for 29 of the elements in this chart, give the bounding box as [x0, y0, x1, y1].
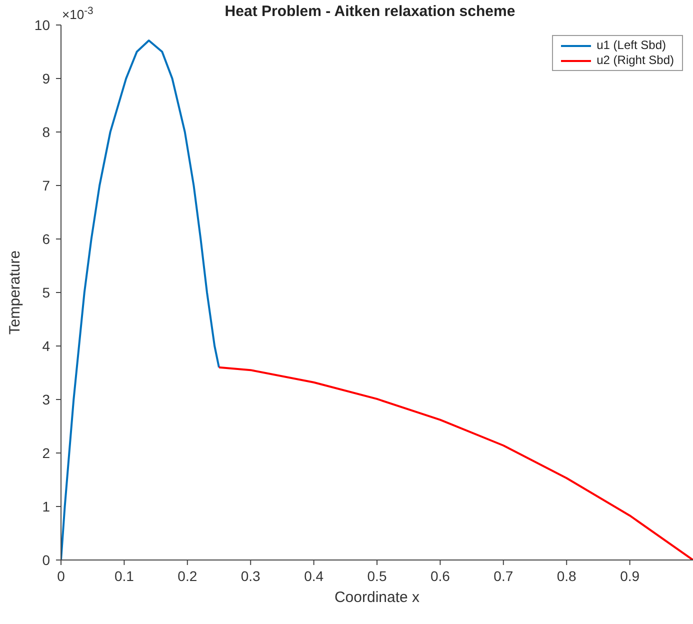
- chart-title: Heat Problem - Aitken relaxation scheme: [224, 3, 516, 20]
- y-tick-label: 2: [42, 445, 50, 461]
- legend-label: u2 (Right Sbd): [596, 53, 674, 68]
- y-tick-label: 7: [42, 178, 50, 194]
- x-tick-label: 0.8: [556, 568, 577, 584]
- x-tick-label: 0: [57, 568, 66, 584]
- x-tick-label: 0.4: [304, 568, 324, 584]
- y-axis-title: Temperature: [6, 250, 24, 335]
- legend-label: u1 (Left Sbd): [596, 38, 666, 53]
- x-tick-label: 0.9: [620, 568, 640, 584]
- x-tick-label: 0.7: [494, 568, 514, 584]
- y-tick-label: 6: [42, 231, 50, 247]
- y-tick-label: 5: [42, 284, 50, 300]
- x-tick-label: 0.1: [114, 568, 134, 584]
- x-tick-label: 0.2: [178, 568, 198, 584]
- x-axis-title: Coordinate x: [334, 589, 420, 606]
- text: ×10$^{-3}$: [62, 6, 94, 22]
- y-tick-label: 0: [42, 552, 50, 568]
- y-tick-label: 10: [34, 17, 50, 33]
- line-series: [61, 40, 220, 560]
- x-tick-label: 0.3: [240, 568, 261, 584]
- y-tick-label: 8: [42, 124, 50, 140]
- y-tick-label: 9: [42, 70, 50, 86]
- y-tick-label: 1: [42, 498, 50, 514]
- y-tick-label: 3: [42, 392, 50, 408]
- line-series: [218, 366, 693, 560]
- x-tick-label: 0.5: [367, 568, 387, 584]
- x-tick-label: 0.6: [430, 568, 450, 584]
- y-tick-label: 4: [42, 338, 50, 354]
